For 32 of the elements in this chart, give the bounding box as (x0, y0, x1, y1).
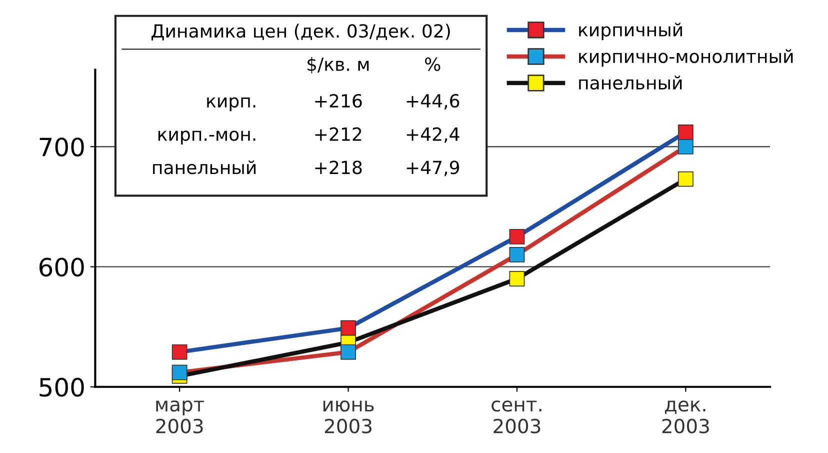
annotation: +44,6 (406, 94, 460, 110)
legend-label: кирпичный (579, 22, 682, 40)
annotation: +212 (315, 127, 362, 141)
annotation: % (425, 57, 440, 72)
x-tick-label: дек. 2003 (662, 400, 709, 434)
annotation: панельный (153, 160, 256, 174)
annotation: +47,9 (406, 160, 460, 176)
point (509, 247, 525, 262)
x-tick-label: июнь 2003 (323, 400, 374, 434)
y-tick-label: 500 (40, 378, 84, 397)
y-tick-label: 700 (40, 138, 84, 156)
point (678, 124, 694, 140)
x-tick-label: март 2003 (156, 400, 204, 434)
point (340, 344, 356, 360)
annotation: +42,4 (406, 127, 460, 143)
y-tick-label: 600 (40, 258, 84, 277)
point (509, 229, 525, 244)
annotation: $/кв. м (308, 57, 369, 74)
point (340, 320, 356, 336)
legend-label: панельный (579, 76, 682, 90)
annotation: кирп.-мон. (158, 130, 256, 144)
annotation: +218 (315, 160, 362, 174)
point (172, 364, 188, 380)
annotation: +216 (315, 94, 362, 108)
annotation: кирп. (207, 97, 256, 112)
point (172, 344, 188, 360)
point (678, 171, 694, 187)
legend-label: кирпично-монолитный (579, 49, 793, 67)
text: Динамика цен (дек. 03/дек. 02) (152, 24, 450, 40)
x-tick-label: сент. 2003 (492, 400, 542, 434)
point (678, 138, 694, 154)
point (509, 271, 525, 286)
